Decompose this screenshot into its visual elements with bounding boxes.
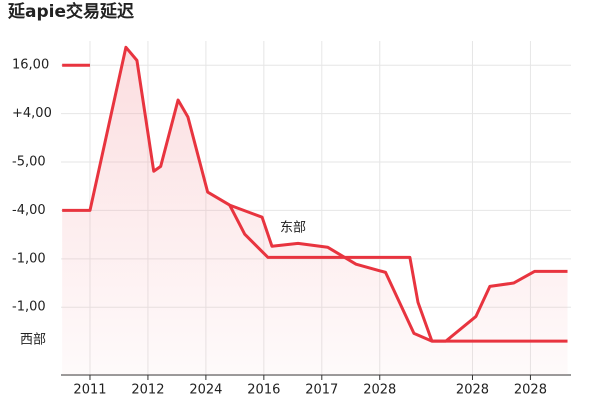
- x-tick-label: 2028: [456, 383, 489, 398]
- line-series: [62, 63, 568, 343]
- line-series: [62, 45, 568, 343]
- y-tick-label: -4,00: [12, 203, 46, 218]
- series-label: 西部: [20, 333, 46, 348]
- series-label: 东部: [280, 221, 306, 236]
- x-tick-label: 2011: [73, 383, 106, 398]
- x-tick-label: 2024: [189, 383, 222, 398]
- y-tick-label: 16,00: [12, 58, 49, 73]
- x-tick-label: 2017: [305, 383, 338, 398]
- x-tick-label: 2028: [363, 383, 396, 398]
- y-tick-label: -1,00: [12, 251, 46, 266]
- x-tick-label: 2016: [247, 383, 280, 398]
- y-tick-label: -5,00: [12, 155, 46, 170]
- x-tick-label: 2028: [514, 383, 547, 398]
- x-tick-label: 2012: [131, 383, 164, 398]
- area-fill: [62, 47, 568, 375]
- chart-title: 延apie交易延迟: [7, 1, 134, 22]
- y-tick-label: +4,00: [12, 106, 52, 121]
- y-tick-label: -1,00: [12, 300, 46, 315]
